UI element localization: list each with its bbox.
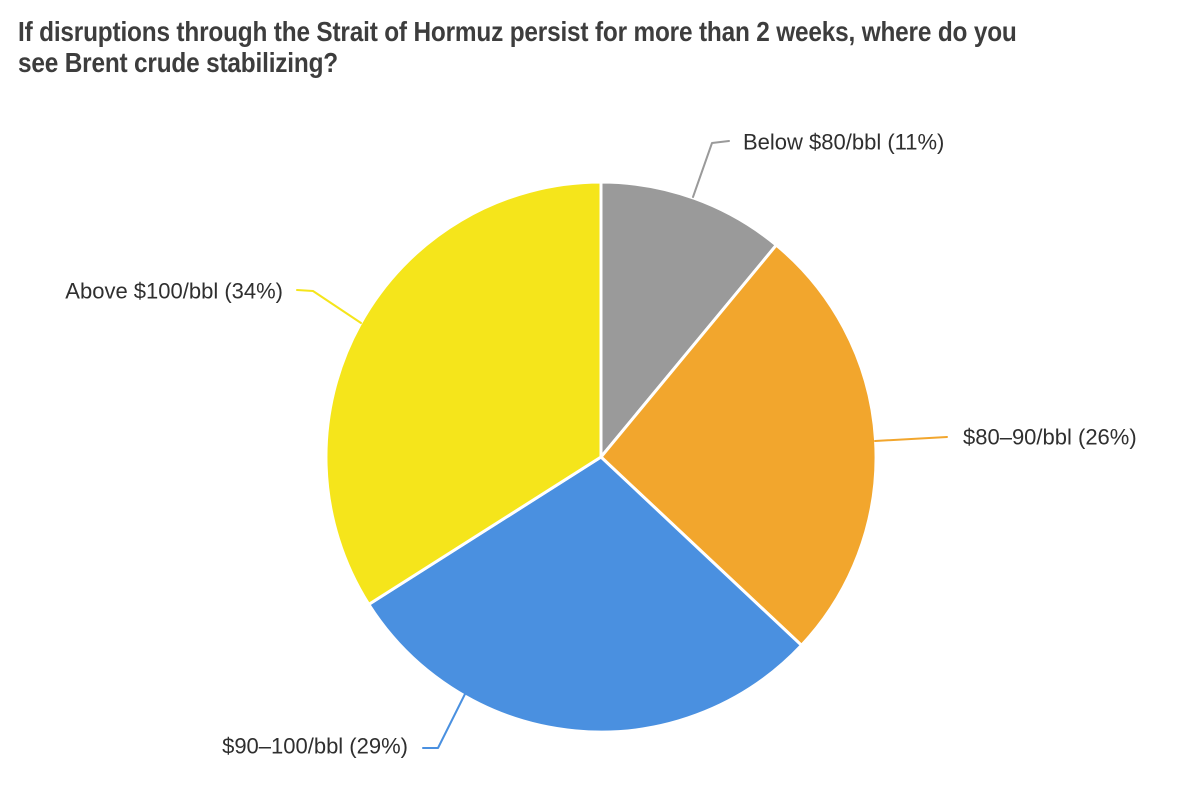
slice-label-below-80-bbl: Below $80/bbl (11%) (743, 130, 944, 155)
chart-title: If disruptions through the Strait of Hor… (18, 16, 1017, 78)
pie-slice-90-100-bbl[interactable] (367, 455, 803, 734)
pie-slice-below-80-bbl[interactable] (599, 180, 778, 459)
label-connector-90-100-bbl (422, 691, 467, 749)
pie-slice-above-100-bbl[interactable] (324, 180, 603, 606)
label-connector-below-80-bbl (692, 140, 730, 198)
label-connector-80-90-bbl (874, 436, 948, 442)
slice-label-90-100-bbl: $90–100/bbl (29%) (222, 734, 408, 759)
label-connector-above-100-bbl (296, 289, 362, 324)
slice-label-above-100-bbl: Above $100/bbl (34%) (65, 279, 283, 304)
slice-label-80-90-bbl: $80–90/bbl (26%) (963, 425, 1137, 450)
pie-slice-80-90-bbl[interactable] (599, 243, 878, 647)
chart-title-line-2: see Brent crude stabilizing? (18, 47, 339, 78)
chart-title-line-1: If disruptions through the Strait of Hor… (18, 16, 1017, 47)
